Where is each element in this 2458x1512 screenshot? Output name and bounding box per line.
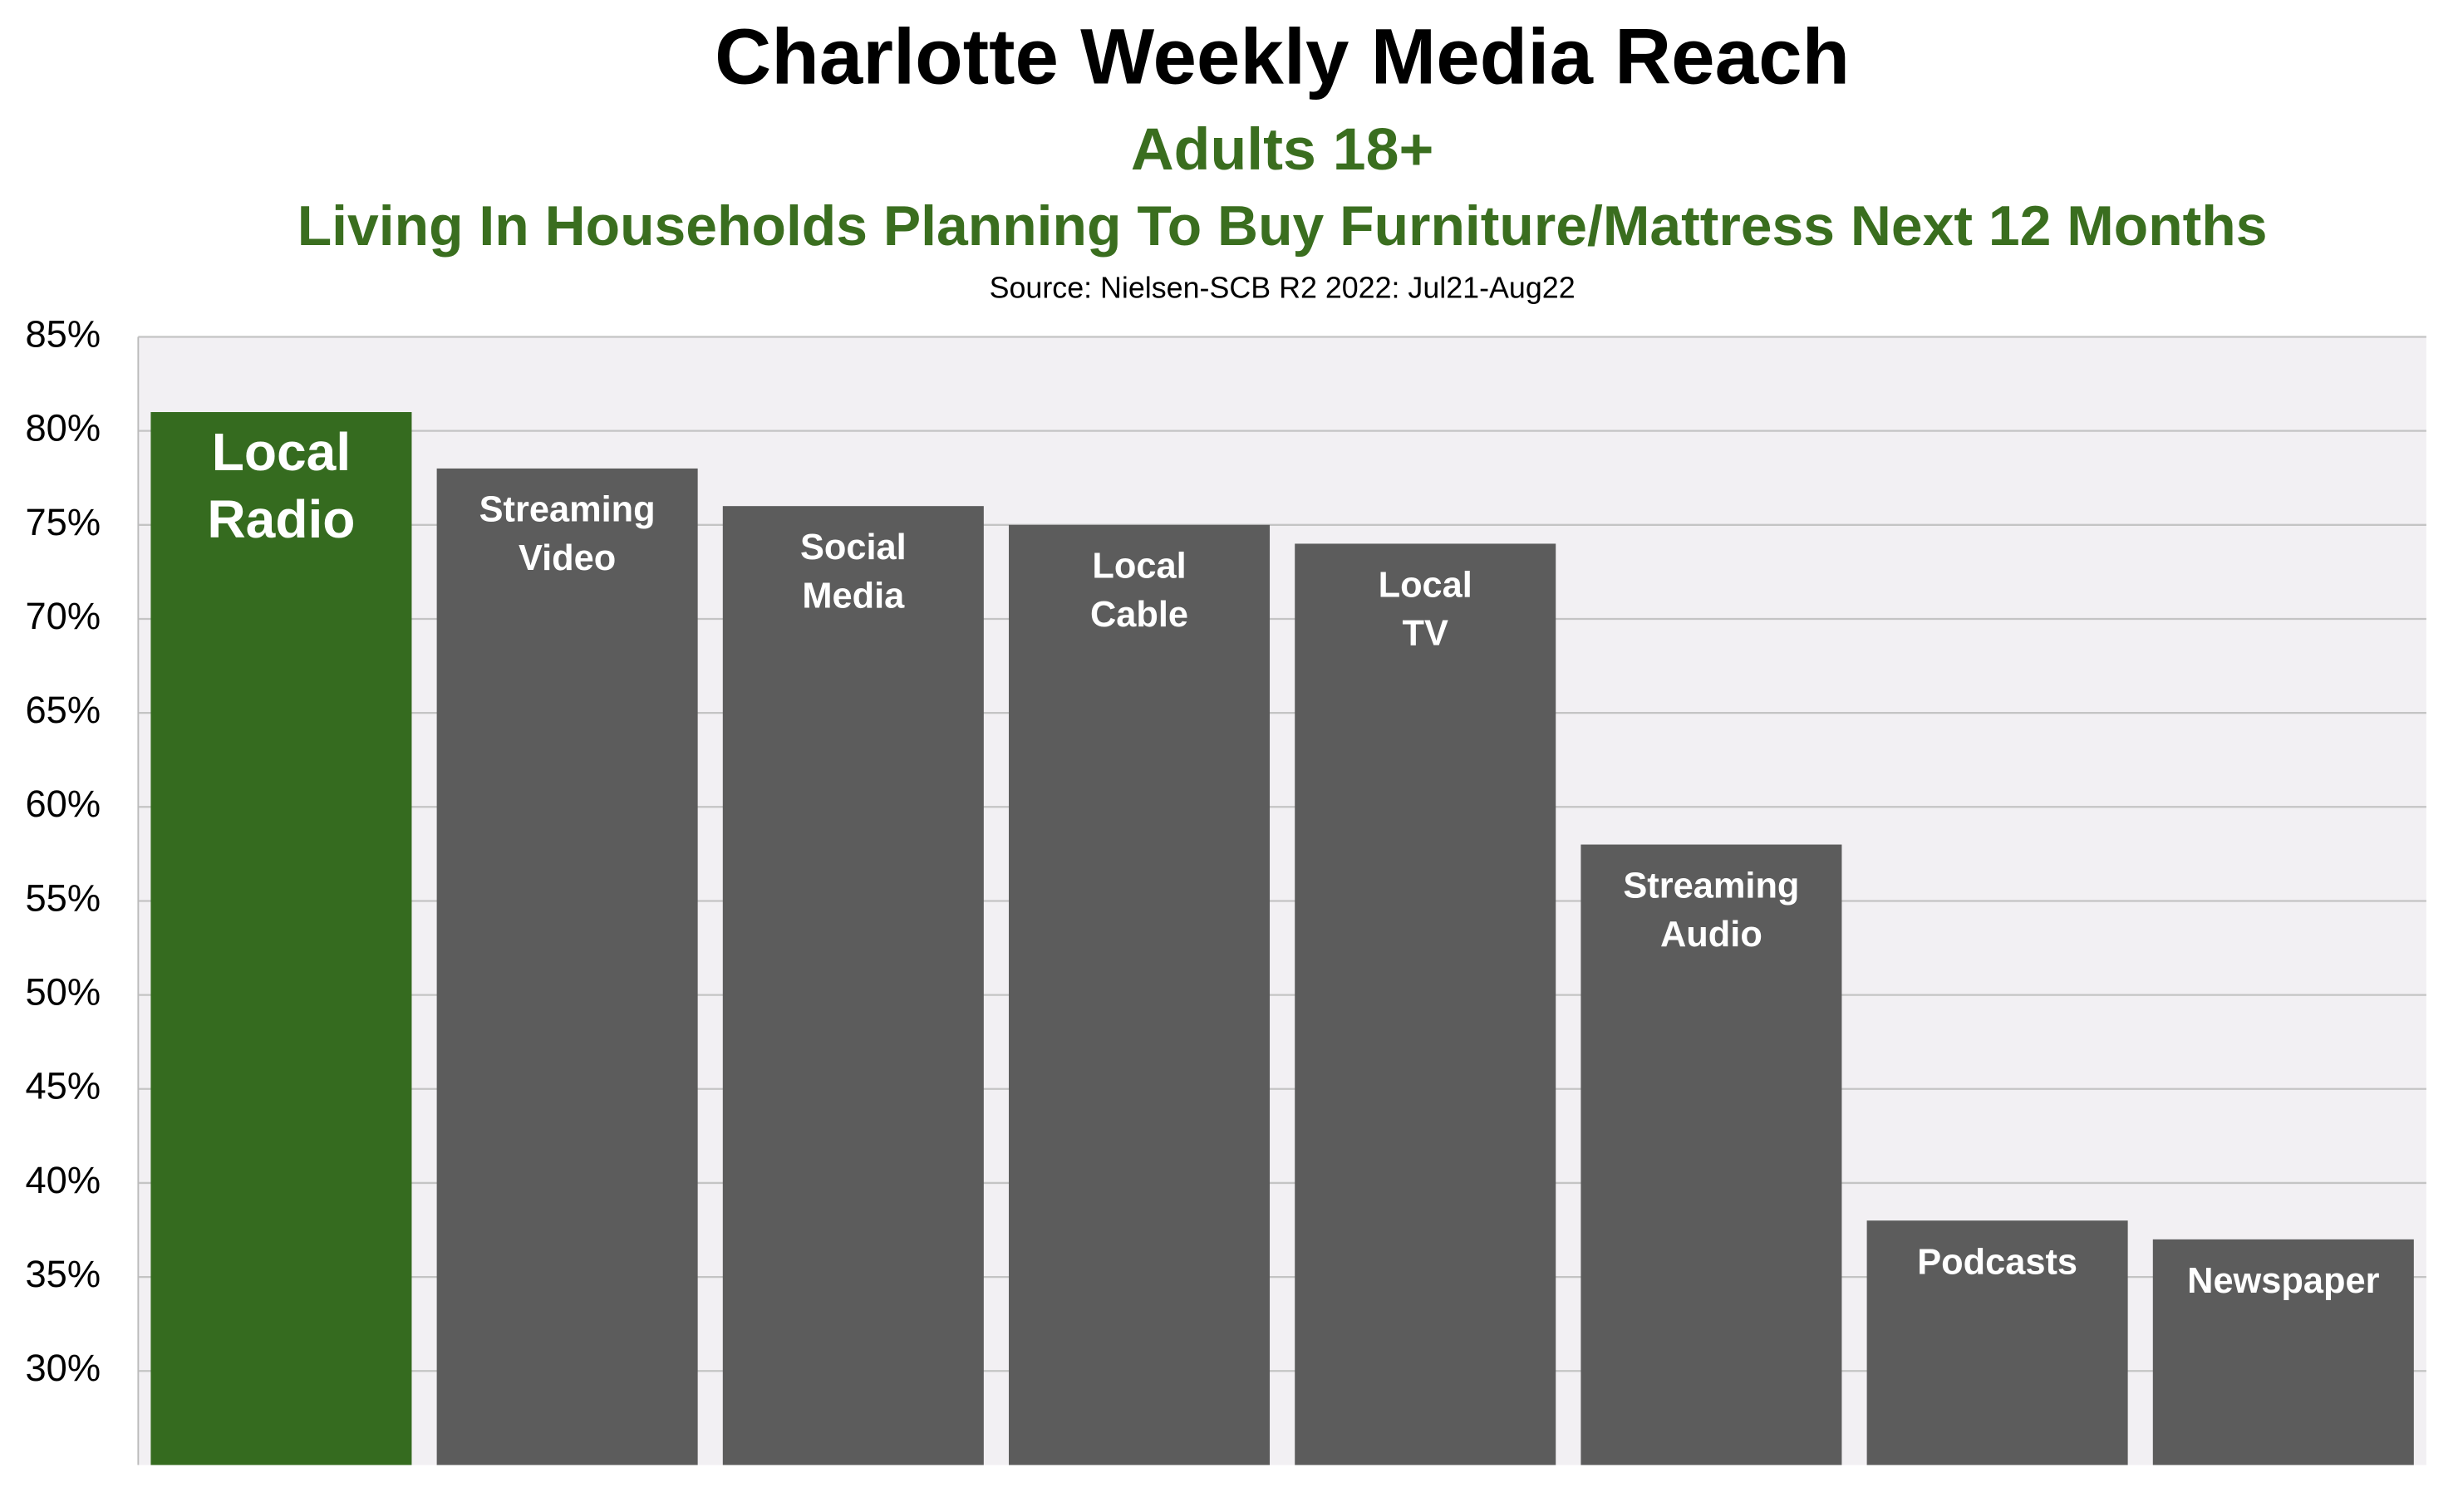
bar bbox=[436, 468, 698, 1465]
y-tick-label: 80% bbox=[25, 407, 101, 449]
bar-label: Streaming Video bbox=[479, 490, 656, 578]
source-note: Source: Nielsen-SCB R2 2022: Jul21-Aug22 bbox=[990, 271, 1576, 304]
y-tick-label: 65% bbox=[25, 689, 101, 731]
bar-label: Streaming Audio bbox=[1623, 866, 1799, 955]
bar bbox=[1009, 524, 1271, 1465]
y-tick-label: 85% bbox=[25, 312, 101, 355]
bar bbox=[1295, 543, 1556, 1465]
bar bbox=[1866, 1220, 2128, 1465]
bar bbox=[1580, 844, 1842, 1465]
bar bbox=[2152, 1239, 2414, 1465]
chart-subtitle: Adults 18+ bbox=[1131, 116, 1433, 183]
bar-label: Newspaper bbox=[2187, 1261, 2379, 1301]
chart-title: Charlotte Weekly Media Reach bbox=[715, 12, 1850, 100]
y-tick-label: 60% bbox=[25, 783, 101, 825]
chart-subtitle: Living In Households Planning To Buy Fur… bbox=[297, 195, 2268, 258]
bar bbox=[722, 506, 984, 1465]
y-tick-label: 40% bbox=[25, 1159, 101, 1201]
y-tick-label: 50% bbox=[25, 971, 101, 1014]
bar-label: Social Media bbox=[800, 528, 907, 616]
bar-label: Podcasts bbox=[1917, 1242, 2077, 1282]
bar-label: Local Cable bbox=[1090, 547, 1188, 635]
bar-label: Local Radio bbox=[207, 422, 355, 549]
y-tick-label: 75% bbox=[25, 501, 101, 543]
y-tick-label: 55% bbox=[25, 876, 101, 919]
y-tick-label: 45% bbox=[25, 1065, 101, 1107]
bar-label: Local TV bbox=[1379, 566, 1472, 654]
y-tick-label: 30% bbox=[25, 1347, 101, 1389]
y-tick-label: 70% bbox=[25, 595, 101, 637]
bar bbox=[150, 412, 412, 1465]
y-tick-label: 35% bbox=[25, 1253, 101, 1295]
